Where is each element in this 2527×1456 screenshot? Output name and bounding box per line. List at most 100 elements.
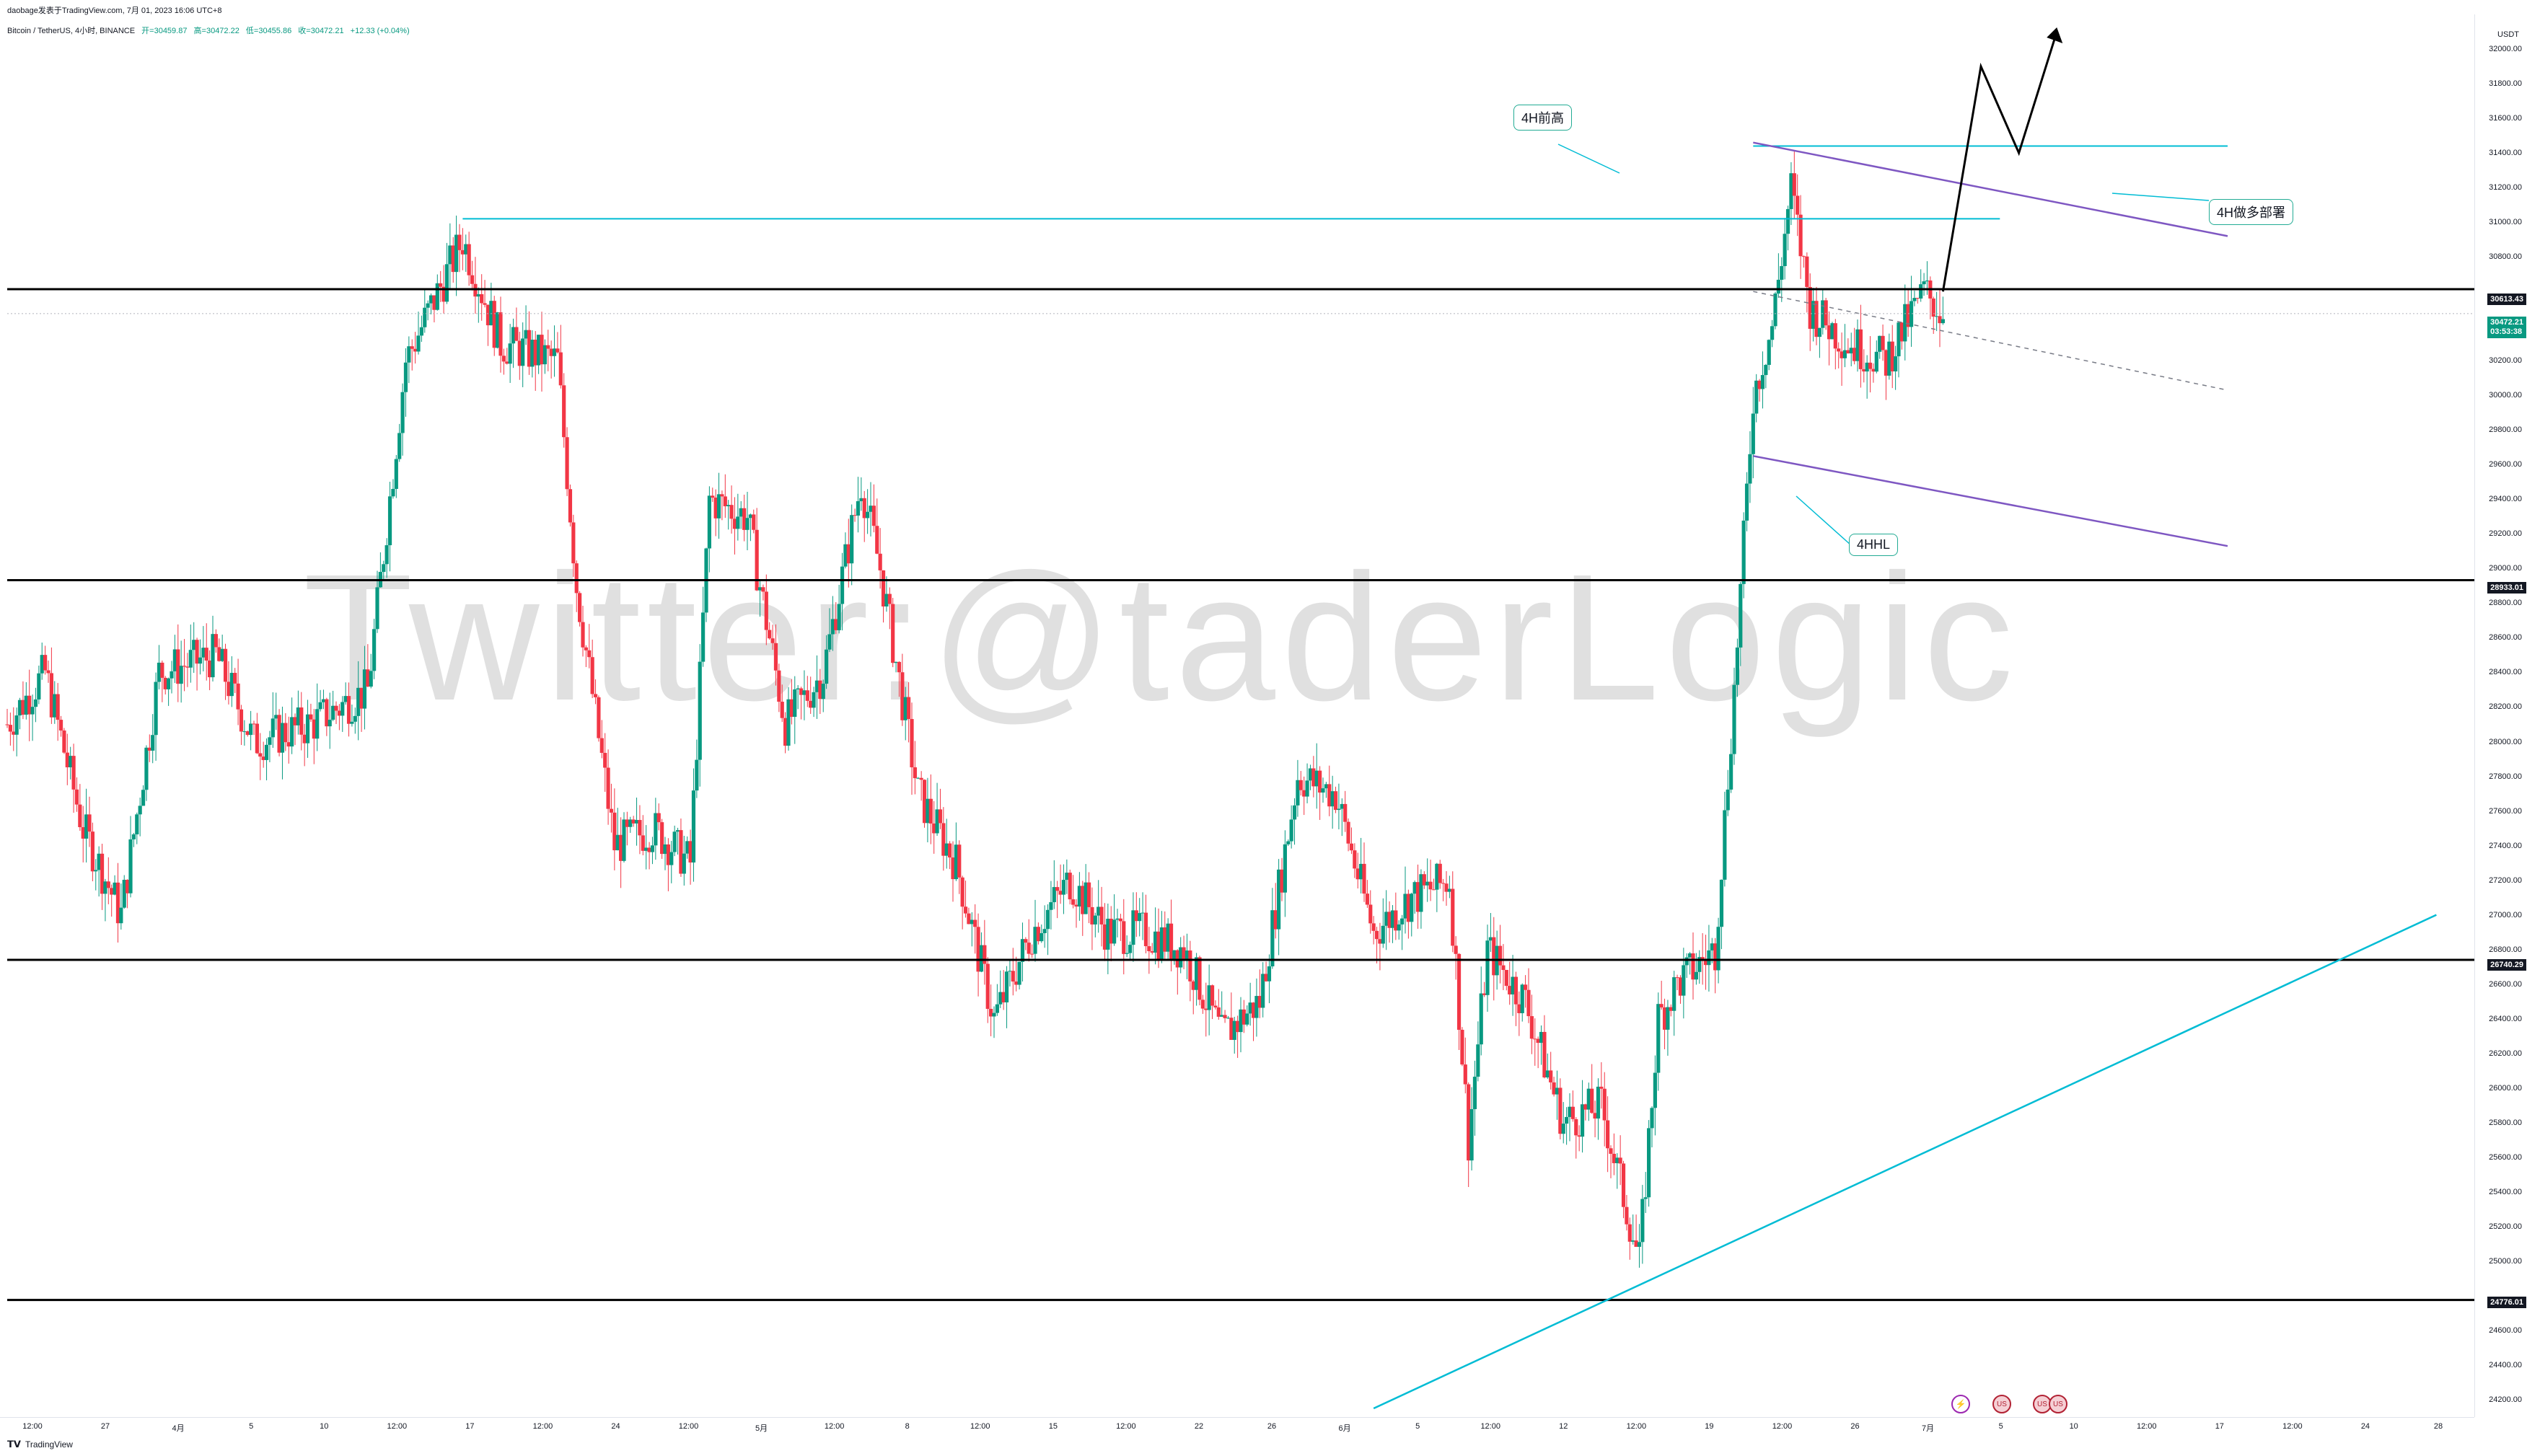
candle bbox=[245, 731, 250, 737]
us-flag-event-icon[interactable]: US bbox=[2049, 1395, 2067, 1413]
candle-body bbox=[1659, 1004, 1664, 1007]
candle-body bbox=[786, 699, 791, 746]
candle-body bbox=[1476, 1044, 1480, 1077]
candle bbox=[14, 707, 19, 756]
time-tick: 28 bbox=[2433, 1422, 2443, 1431]
candle-body bbox=[501, 356, 506, 362]
footer-brand[interactable]: TradingView bbox=[25, 1439, 73, 1450]
candle-body bbox=[1609, 1148, 1613, 1154]
candle bbox=[1257, 969, 1262, 1018]
candle bbox=[1526, 968, 1531, 1023]
candle-body bbox=[1469, 1109, 1474, 1161]
candle-body bbox=[654, 813, 658, 846]
channel-lower-line bbox=[1753, 455, 2228, 547]
candle-body bbox=[100, 853, 105, 894]
candle-body bbox=[584, 647, 588, 650]
candle-body bbox=[1011, 971, 1015, 982]
candle bbox=[1583, 1103, 1588, 1121]
candle-body bbox=[1726, 789, 1730, 811]
dividend-event-icon[interactable]: ⚡ bbox=[1951, 1395, 1970, 1413]
channel-mid-line bbox=[1753, 291, 2228, 391]
candle-body bbox=[1479, 993, 1483, 1045]
candle-body bbox=[1612, 1153, 1616, 1163]
candle-body bbox=[439, 283, 443, 287]
candle-body bbox=[1397, 924, 1401, 931]
price-tick: 25800.00 bbox=[2489, 1118, 2522, 1127]
candle bbox=[1897, 321, 1901, 378]
candle-body bbox=[638, 820, 642, 836]
candle bbox=[369, 653, 373, 689]
candle-body bbox=[1764, 364, 1768, 376]
candle-body bbox=[1090, 906, 1094, 925]
candle bbox=[1498, 925, 1503, 984]
candle-body bbox=[1220, 1015, 1224, 1017]
candle bbox=[900, 653, 905, 726]
candle bbox=[1735, 638, 1739, 697]
candle bbox=[71, 744, 76, 813]
candle-body bbox=[663, 844, 667, 855]
symbol-name[interactable]: Bitcoin / TetherUS, 4小时, BINANCE bbox=[7, 27, 136, 35]
candle bbox=[128, 816, 133, 898]
candle-body bbox=[331, 705, 335, 720]
candle-body bbox=[853, 515, 857, 516]
callout-long-setup[interactable]: 4H做多部署 bbox=[2209, 199, 2294, 225]
candle bbox=[530, 330, 535, 378]
callout-prev-high[interactable]: 4H前高 bbox=[1513, 105, 1573, 131]
candle-body bbox=[913, 767, 917, 779]
candle bbox=[496, 312, 500, 349]
price-chart[interactable] bbox=[5, 14, 2474, 1417]
candle bbox=[1324, 782, 1328, 798]
callout-hhl[interactable]: 4HHL bbox=[1849, 534, 1899, 556]
candle bbox=[1109, 906, 1113, 961]
candle-body bbox=[625, 819, 629, 827]
candle bbox=[1454, 936, 1458, 980]
candle-body bbox=[485, 304, 491, 326]
candle-body bbox=[423, 307, 427, 327]
candle bbox=[157, 645, 162, 689]
candle bbox=[1368, 890, 1373, 934]
candle bbox=[258, 733, 263, 780]
candle-body bbox=[1097, 906, 1101, 916]
candle bbox=[944, 819, 949, 869]
candle bbox=[688, 829, 693, 885]
candle-body bbox=[315, 709, 320, 739]
price-tick: 25000.00 bbox=[2489, 1256, 2522, 1266]
candle-body bbox=[1451, 888, 1455, 946]
candle bbox=[1071, 875, 1076, 909]
time-tick: 12:00 bbox=[532, 1422, 553, 1431]
us-flag-event-icon[interactable]: US bbox=[1992, 1395, 2011, 1413]
candle-body bbox=[1533, 1038, 1537, 1040]
candle-body bbox=[549, 348, 553, 356]
candle bbox=[1555, 1070, 1560, 1120]
candle bbox=[919, 771, 923, 801]
candle-body bbox=[587, 650, 592, 658]
time-axis[interactable]: 12:00 27 4月 5 10 12:00 17 12:00 24 12:00 5月 12:00 8 1… bbox=[0, 1417, 2474, 1437]
tradingview-logo-icon[interactable]: 𝗧𝗩 bbox=[7, 1439, 21, 1450]
candle bbox=[195, 637, 199, 691]
candle-body bbox=[429, 295, 434, 304]
callout-leader bbox=[2111, 193, 2210, 201]
candle-body bbox=[1368, 904, 1373, 924]
candle bbox=[897, 661, 902, 697]
candle bbox=[802, 670, 807, 720]
candle-body bbox=[1580, 1104, 1585, 1137]
candle-body bbox=[346, 696, 351, 724]
candle-body bbox=[1460, 1029, 1464, 1065]
candle bbox=[1273, 883, 1278, 939]
candle bbox=[1321, 777, 1325, 803]
candle bbox=[1068, 869, 1072, 905]
candle bbox=[571, 514, 576, 577]
candle bbox=[866, 489, 870, 534]
candle bbox=[675, 827, 680, 855]
tag-last-price: 30472.21 03:53:38 bbox=[2487, 317, 2526, 338]
candle bbox=[1821, 289, 1825, 335]
candle-body bbox=[435, 283, 439, 310]
candle bbox=[43, 645, 48, 675]
candle bbox=[100, 843, 105, 910]
candle bbox=[1568, 1093, 1572, 1142]
candle bbox=[1637, 1224, 1642, 1268]
candle-body bbox=[353, 715, 357, 722]
price-tick: 31600.00 bbox=[2489, 114, 2522, 123]
candle-body bbox=[1210, 985, 1215, 1006]
price-axis[interactable]: USDT 32000.00 31800.00 31600.00 31400.00 312… bbox=[2474, 14, 2527, 1417]
